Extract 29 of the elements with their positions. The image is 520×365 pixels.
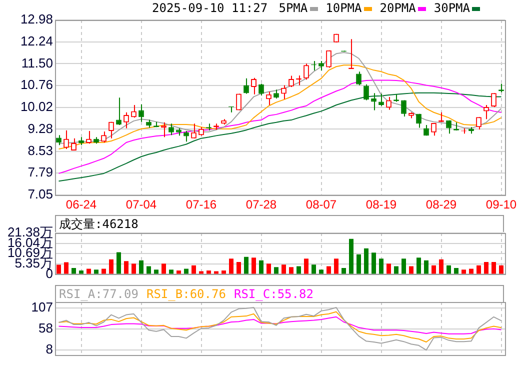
y-tick-label: 9.28: [28, 120, 53, 136]
y-tick-label: 10.02: [20, 98, 53, 114]
chart-title: 2025-09-10 11:27: [152, 1, 268, 15]
y-tick-label: 11.50: [21, 55, 53, 70]
x-tick-label: 08-07: [306, 198, 337, 212]
y-tick-label: 12.24: [20, 33, 53, 48]
y-tick-label: 8.53: [28, 142, 53, 158]
chart-title: 成交量:46218: [59, 216, 138, 232]
legend-label: RSI_A:77.09: [59, 287, 138, 301]
y-tick-label: 8: [46, 342, 53, 357]
y-tick-label: 12.98: [20, 12, 53, 27]
x-tick-label: 08-19: [366, 198, 397, 212]
y-tick-label: 7.79: [28, 164, 53, 180]
x-tick-label: 07-16: [186, 198, 217, 212]
y-tick-label: 10.76: [20, 77, 53, 92]
y-tick-label: 7.05: [28, 186, 53, 202]
y-tick-label: 107: [31, 300, 53, 315]
x-tick-label: 07-04: [126, 198, 157, 212]
x-tick-label: 09-10: [486, 198, 517, 212]
y-tick-label: 58: [38, 320, 53, 336]
x-tick-label: 08-29: [426, 198, 457, 212]
legend-label: 30PMA: [434, 1, 470, 15]
x-tick-label: 07-28: [246, 198, 277, 212]
legend-label: 20PMA: [380, 1, 416, 15]
series-label: RSI_C:55.82: [234, 287, 314, 301]
legend-label: 10PMA: [326, 1, 362, 15]
series-label: RSI_B:60.76: [146, 287, 226, 301]
legend-label: 5PMA: [278, 1, 308, 15]
x-tick-label: 06-24: [66, 198, 97, 212]
